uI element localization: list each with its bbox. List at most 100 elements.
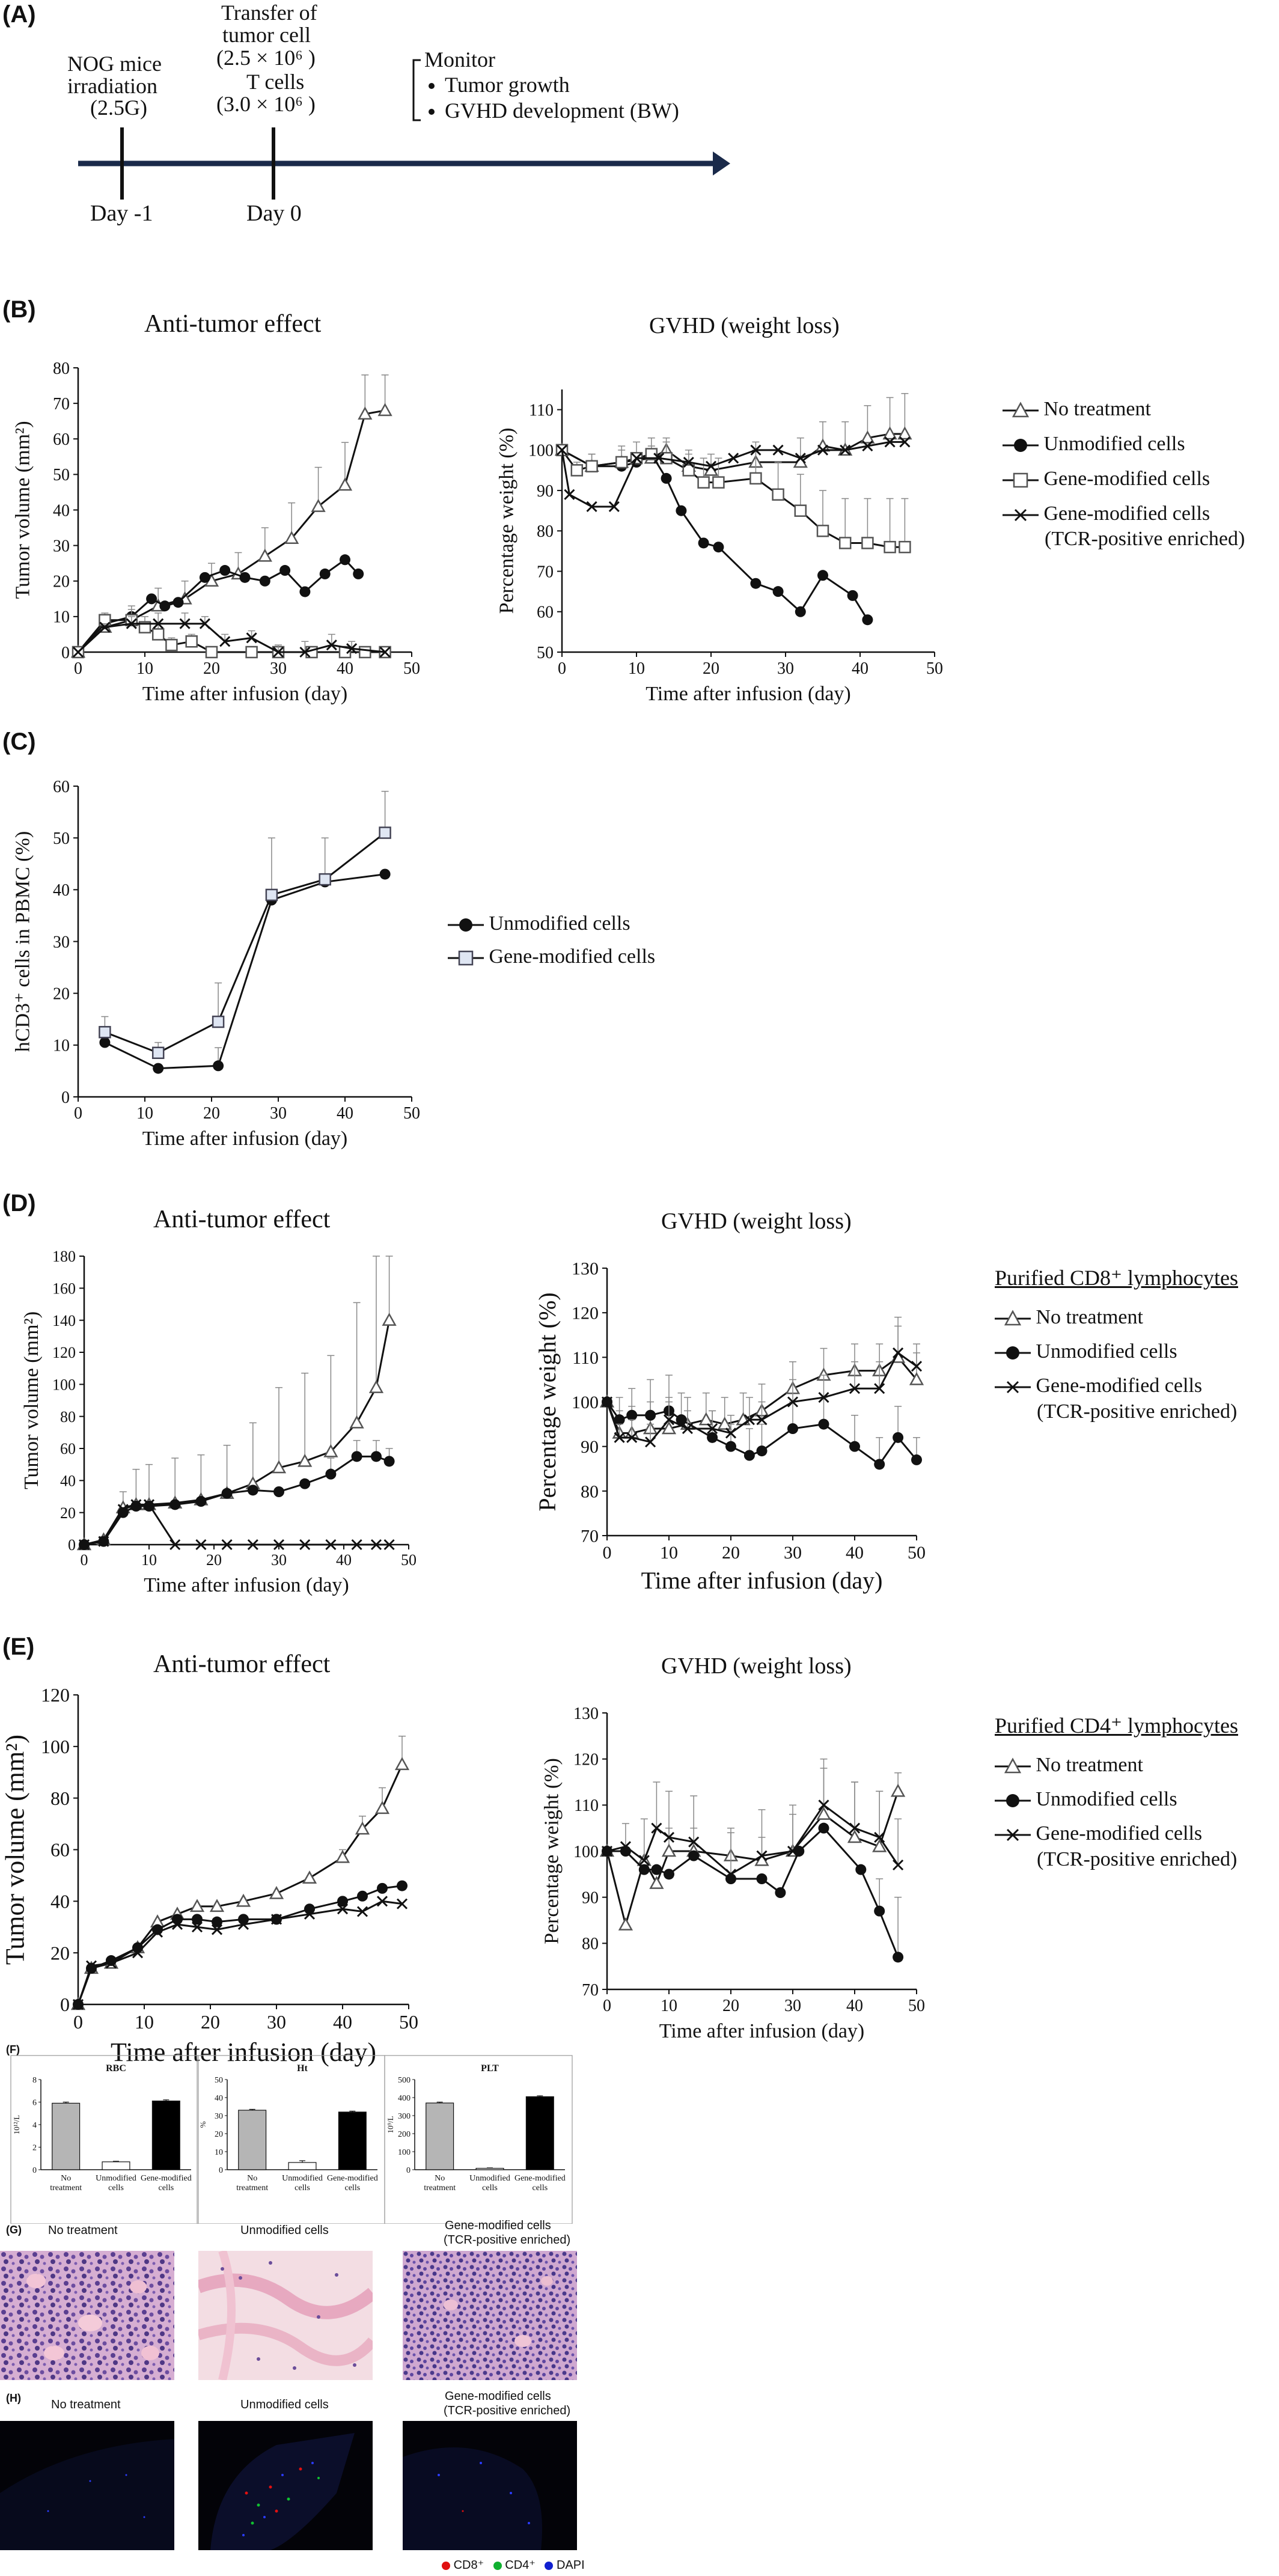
y-tick-label: 50 bbox=[537, 644, 554, 662]
monitor-item-tumor: Tumor growth bbox=[445, 73, 570, 97]
day-minus1-label: Day -1 bbox=[90, 201, 153, 226]
data-point bbox=[326, 639, 337, 651]
data-point bbox=[371, 1451, 382, 1462]
data-point bbox=[396, 1898, 408, 1909]
data-point bbox=[205, 646, 218, 659]
data-point bbox=[130, 1499, 142, 1510]
data-point bbox=[219, 636, 231, 647]
data-point bbox=[284, 531, 299, 545]
y-tick-label: 0 bbox=[61, 1088, 70, 1107]
e-legend-label-gene-modified: Gene-modified cells bbox=[1036, 1822, 1203, 1845]
data-point bbox=[185, 635, 198, 648]
y-tick-label: 120 bbox=[52, 1344, 76, 1361]
data-point bbox=[357, 1890, 368, 1902]
y-tick-label: 300 bbox=[398, 2112, 411, 2121]
category-label: cells bbox=[482, 2184, 498, 2193]
data-point bbox=[272, 646, 284, 658]
data-point bbox=[368, 1380, 384, 1393]
y-tick-label: 90 bbox=[582, 1888, 599, 1907]
h-label-unmodified: Unmodified cells bbox=[240, 2398, 329, 2411]
y-tick-label: 0 bbox=[32, 2166, 37, 2175]
series-line bbox=[606, 1356, 918, 1434]
chart-d-gvhd: 0 10 20 30 40 50 70 80 90 100 110 120 130 Time after … bbox=[534, 1259, 926, 1595]
series-line bbox=[606, 1351, 917, 1443]
y-tick-label: 180 bbox=[52, 1248, 76, 1265]
d-legend-label-gene-modified: Gene-modified cells bbox=[1036, 1375, 1203, 1397]
series-gene-modified-cells bbox=[99, 790, 391, 1060]
data-point bbox=[874, 1459, 885, 1470]
plot-area: 0 10 20 30 40 50 50 60 70 80 90 100 110 Time after in… bbox=[495, 389, 943, 705]
data-point bbox=[725, 1427, 737, 1439]
series-line bbox=[104, 873, 385, 1070]
y-tick-label: 500 bbox=[398, 2076, 411, 2085]
y-tick-label: 110 bbox=[572, 1348, 599, 1368]
data-point bbox=[189, 1899, 205, 1912]
y-tick-label: 100 bbox=[528, 442, 554, 460]
data-point bbox=[649, 1876, 664, 1889]
data-point bbox=[717, 1417, 732, 1430]
category-label: Unmodified bbox=[96, 2174, 136, 2183]
y-tick-label: 30 bbox=[215, 2112, 223, 2121]
y-tick-label: 10 bbox=[53, 1037, 70, 1055]
data-point bbox=[772, 444, 784, 456]
b-legend-tcr-enriched-sub: (TCR-positive enriched) bbox=[1045, 528, 1245, 550]
y-tick-label: 2 bbox=[32, 2144, 37, 2153]
y-tick-label: 30 bbox=[53, 933, 70, 951]
data-point bbox=[239, 572, 251, 583]
d-legend-header: Purified CD8⁺ lymphocytes bbox=[995, 1266, 1238, 1290]
y-tick-label: 60 bbox=[537, 603, 554, 622]
chart-f-ht: Ht01020304050%NotreatmentUnmodifiedcells… bbox=[197, 2055, 385, 2224]
x-tick-label: 20 bbox=[206, 1551, 222, 1569]
panel-label-e: (E) bbox=[2, 1634, 35, 1660]
data-point bbox=[311, 499, 326, 512]
y-tick-label: 100 bbox=[572, 1393, 599, 1412]
legend-triangle-icon bbox=[995, 1757, 1031, 1774]
x-tick-label: 20 bbox=[722, 1543, 740, 1563]
data-point bbox=[725, 1869, 737, 1880]
data-point bbox=[893, 1347, 904, 1358]
y-axis-label: Percentage weight (%) bbox=[540, 1758, 563, 1944]
data-point bbox=[265, 888, 278, 902]
data-point bbox=[169, 1539, 181, 1551]
stain-dot-dapi bbox=[545, 2561, 554, 2570]
data-point bbox=[847, 590, 858, 601]
data-point bbox=[273, 1539, 285, 1551]
data-point bbox=[337, 1903, 349, 1915]
y-tick-label: 120 bbox=[41, 1684, 70, 1706]
category-label: No bbox=[61, 2174, 71, 2183]
data-point bbox=[707, 1423, 718, 1435]
data-point bbox=[728, 453, 739, 464]
y-tick-label: 40 bbox=[60, 1472, 76, 1489]
x-tick-label: 0 bbox=[81, 1551, 88, 1569]
data-point bbox=[271, 1460, 287, 1474]
data-point bbox=[179, 618, 191, 629]
y-axis-label: % bbox=[198, 2121, 207, 2128]
data-point bbox=[337, 477, 353, 491]
y-tick-label: 70 bbox=[582, 1981, 599, 2000]
category-label: cells bbox=[108, 2184, 124, 2193]
data-point bbox=[608, 501, 620, 513]
data-point bbox=[682, 1423, 693, 1435]
data-point bbox=[756, 1445, 768, 1457]
data-point bbox=[237, 1918, 249, 1930]
data-point bbox=[817, 444, 829, 456]
category-label: Gene-modified bbox=[141, 2174, 192, 2183]
bar-gene-modified-cells bbox=[151, 2101, 180, 2170]
data-point bbox=[899, 540, 911, 554]
x-tick-label: 10 bbox=[136, 659, 153, 678]
h-label-gene-modified: Gene-modified cells bbox=[445, 2390, 551, 2403]
x-tick-label: 10 bbox=[135, 2011, 154, 2033]
y-tick-label: 90 bbox=[537, 482, 554, 501]
irradiation-line-1: NOG mice bbox=[67, 52, 162, 76]
data-point bbox=[353, 568, 364, 579]
stain-legend: CD8⁺ CD4⁺ DAPI bbox=[442, 2557, 585, 2572]
data-point bbox=[899, 436, 911, 448]
data-point bbox=[775, 1887, 786, 1898]
y-tick-label: 80 bbox=[53, 359, 70, 378]
d-legend-label-no-treatment: No treatment bbox=[1036, 1306, 1143, 1328]
data-point bbox=[132, 1947, 144, 1959]
histology-image-gene-modified bbox=[403, 2251, 577, 2380]
data-point bbox=[374, 1801, 390, 1814]
b-legend-label-unmodified: Unmodified cells bbox=[1043, 433, 1185, 455]
category-label: Unmodified bbox=[282, 2174, 323, 2183]
